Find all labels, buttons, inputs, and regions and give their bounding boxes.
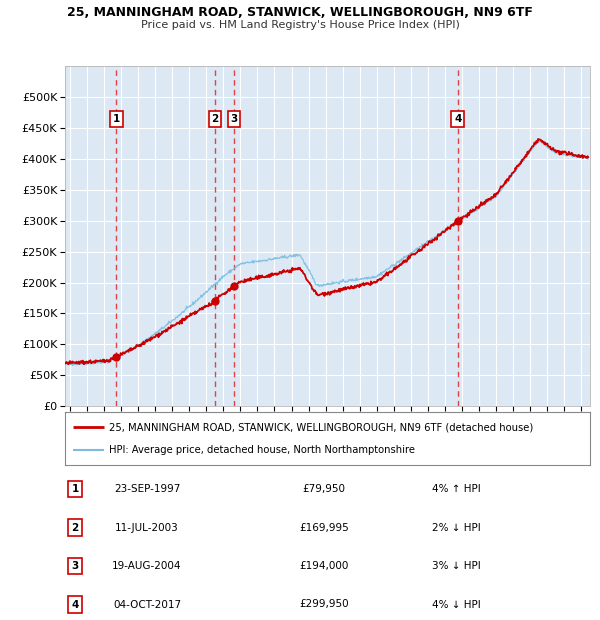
Text: 1: 1 [113,114,120,124]
Text: 1: 1 [71,484,79,494]
Text: 23-SEP-1997: 23-SEP-1997 [114,484,180,494]
Text: 4% ↓ HPI: 4% ↓ HPI [432,600,481,609]
Text: 4% ↑ HPI: 4% ↑ HPI [432,484,481,494]
Text: 3: 3 [230,114,238,124]
Text: HPI: Average price, detached house, North Northamptonshire: HPI: Average price, detached house, Nort… [109,445,415,455]
Text: 11-JUL-2003: 11-JUL-2003 [115,523,179,533]
Text: £79,950: £79,950 [302,484,346,494]
Text: 25, MANNINGHAM ROAD, STANWICK, WELLINGBOROUGH, NN9 6TF (detached house): 25, MANNINGHAM ROAD, STANWICK, WELLINGBO… [109,422,533,432]
Text: 3: 3 [71,561,79,571]
Text: 2% ↓ HPI: 2% ↓ HPI [432,523,481,533]
Text: 19-AUG-2004: 19-AUG-2004 [112,561,182,571]
Text: 04-OCT-2017: 04-OCT-2017 [113,600,181,609]
Text: 2: 2 [71,523,79,533]
Text: 25, MANNINGHAM ROAD, STANWICK, WELLINGBOROUGH, NN9 6TF: 25, MANNINGHAM ROAD, STANWICK, WELLINGBO… [67,6,533,19]
Text: Price paid vs. HM Land Registry's House Price Index (HPI): Price paid vs. HM Land Registry's House … [140,20,460,30]
Text: 2: 2 [212,114,219,124]
Text: £169,995: £169,995 [299,523,349,533]
Text: £194,000: £194,000 [299,561,349,571]
Text: £299,950: £299,950 [299,600,349,609]
Text: 3% ↓ HPI: 3% ↓ HPI [432,561,481,571]
Text: 4: 4 [71,600,79,609]
Text: 4: 4 [454,114,461,124]
